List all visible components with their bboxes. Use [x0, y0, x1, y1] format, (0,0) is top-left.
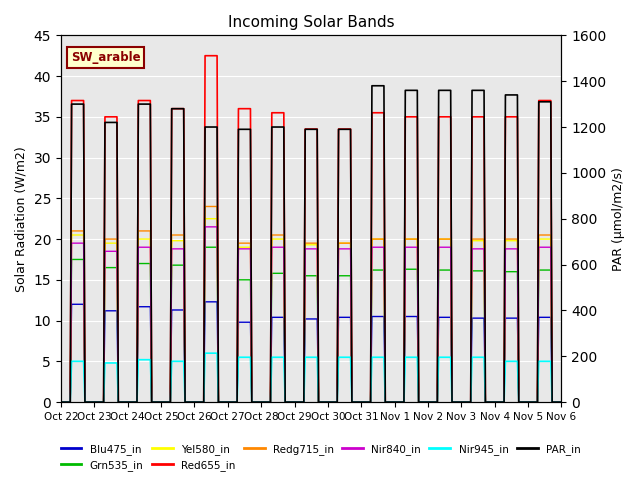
Y-axis label: Solar Radiation (W/m2): Solar Radiation (W/m2): [15, 146, 28, 291]
Nir840_in: [201, 224, 209, 230]
Blu475_in: [57, 399, 65, 405]
PAR_in: [298, 399, 305, 405]
Nir840_in: [535, 244, 543, 250]
Y-axis label: PAR (μmol/m2/s): PAR (μmol/m2/s): [612, 167, 625, 271]
Redg715_in: [57, 399, 65, 405]
PAR_in: [81, 399, 89, 405]
PAR_in: [368, 83, 376, 89]
Title: Incoming Solar Bands: Incoming Solar Bands: [228, 15, 394, 30]
Yel580_in: [214, 399, 222, 405]
Line: Grn535_in: Grn535_in: [61, 247, 561, 402]
Nir840_in: [223, 399, 231, 405]
Yel580_in: [535, 236, 543, 242]
Blu475_in: [201, 299, 209, 305]
Yel580_in: [57, 399, 65, 405]
Redg715_in: [257, 399, 264, 405]
Redg715_in: [298, 399, 305, 405]
Redg715_in: [361, 399, 369, 405]
Blu475_in: [557, 399, 565, 405]
Legend: Blu475_in, Grn535_in, Yel580_in, Red655_in, Redg715_in, Nir840_in, Nir945_in, PA: Blu475_in, Grn535_in, Yel580_in, Red655_…: [56, 439, 585, 475]
PAR_in: [257, 399, 264, 405]
PAR_in: [223, 399, 231, 405]
Line: Blu475_in: Blu475_in: [61, 302, 561, 402]
Line: Red655_in: Red655_in: [61, 56, 561, 402]
Red655_in: [298, 399, 305, 405]
Nir840_in: [57, 399, 65, 405]
Nir840_in: [361, 399, 369, 405]
Yel580_in: [201, 216, 209, 222]
Line: PAR_in: PAR_in: [61, 86, 561, 402]
Red655_in: [535, 97, 543, 103]
Blu475_in: [535, 314, 543, 320]
Nir840_in: [157, 399, 164, 405]
Line: Redg715_in: Redg715_in: [61, 206, 561, 402]
PAR_in: [157, 399, 164, 405]
Nir840_in: [298, 399, 305, 405]
PAR_in: [361, 399, 369, 405]
Nir840_in: [214, 399, 222, 405]
Nir840_in: [257, 399, 264, 405]
Nir945_in: [214, 399, 222, 405]
Nir945_in: [157, 399, 164, 405]
PAR_in: [557, 399, 565, 405]
Grn535_in: [201, 244, 209, 250]
Redg715_in: [214, 399, 222, 405]
Nir945_in: [201, 350, 209, 356]
Redg715_in: [201, 204, 209, 209]
Yel580_in: [557, 399, 565, 405]
Yel580_in: [223, 399, 231, 405]
Red655_in: [201, 53, 209, 59]
Text: SW_arable: SW_arable: [71, 51, 141, 64]
Redg715_in: [535, 232, 543, 238]
Grn535_in: [214, 399, 222, 405]
Grn535_in: [57, 399, 65, 405]
Red655_in: [257, 399, 264, 405]
Yel580_in: [157, 399, 164, 405]
Grn535_in: [361, 399, 369, 405]
Grn535_in: [298, 399, 305, 405]
Nir945_in: [257, 399, 264, 405]
PAR_in: [57, 399, 65, 405]
Redg715_in: [557, 399, 565, 405]
Nir945_in: [223, 399, 231, 405]
Red655_in: [157, 399, 164, 405]
Line: Yel580_in: Yel580_in: [61, 219, 561, 402]
Red655_in: [557, 399, 565, 405]
Nir945_in: [535, 359, 543, 364]
Grn535_in: [223, 399, 231, 405]
Red655_in: [223, 399, 231, 405]
Redg715_in: [157, 399, 164, 405]
Line: Nir840_in: Nir840_in: [61, 227, 561, 402]
Blu475_in: [214, 399, 222, 405]
Blu475_in: [298, 399, 305, 405]
Nir945_in: [298, 399, 305, 405]
Yel580_in: [361, 399, 369, 405]
Grn535_in: [535, 267, 543, 273]
PAR_in: [535, 99, 543, 105]
Yel580_in: [257, 399, 264, 405]
Grn535_in: [557, 399, 565, 405]
Nir945_in: [557, 399, 565, 405]
Blu475_in: [157, 399, 164, 405]
Blu475_in: [361, 399, 369, 405]
Redg715_in: [223, 399, 231, 405]
Nir840_in: [557, 399, 565, 405]
Red655_in: [361, 399, 369, 405]
Grn535_in: [257, 399, 264, 405]
Red655_in: [57, 399, 65, 405]
Nir945_in: [361, 399, 369, 405]
Line: Nir945_in: Nir945_in: [61, 353, 561, 402]
Nir945_in: [57, 399, 65, 405]
Yel580_in: [298, 399, 305, 405]
Blu475_in: [257, 399, 264, 405]
Grn535_in: [157, 399, 164, 405]
Red655_in: [214, 399, 222, 405]
Blu475_in: [223, 399, 231, 405]
